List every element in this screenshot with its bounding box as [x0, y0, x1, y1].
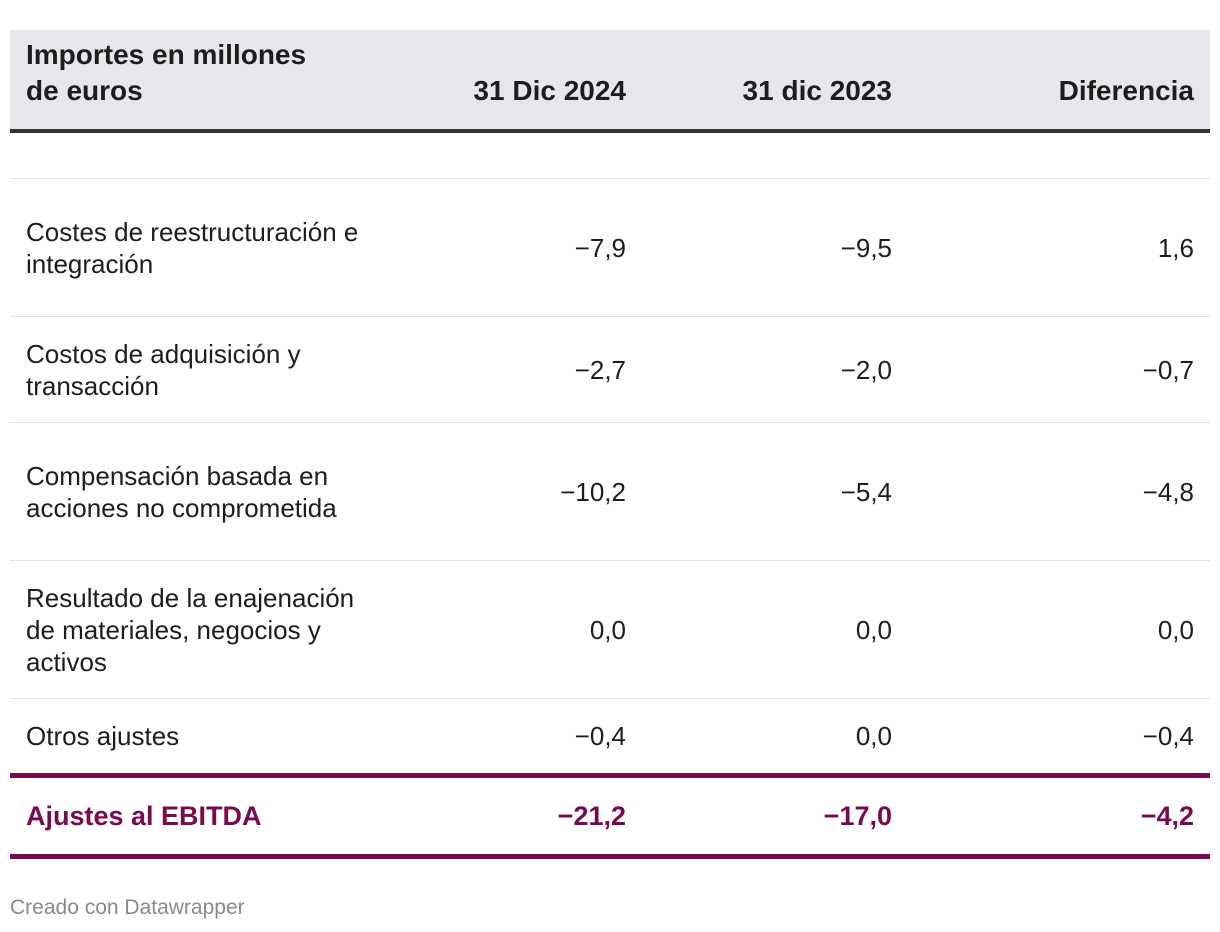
- header-col-concept-line2: de euros: [26, 75, 143, 106]
- row-value-2023: 0,0: [855, 721, 892, 751]
- total-top-rule: [10, 773, 1210, 778]
- row-label: Resultado de la enajenación de materiale…: [26, 582, 355, 677]
- table-row: Costes de reestructuración e integración…: [10, 179, 1210, 317]
- row-value-2023: −9,5: [840, 232, 892, 263]
- table-row: Otros ajustes −0,4 0,0 −0,4: [10, 699, 1210, 773]
- row-value-2024: −0,4: [574, 721, 626, 751]
- header-col-2023: 31 dic 2023: [742, 75, 892, 106]
- header-col-diff: Diferencia: [1058, 75, 1194, 106]
- total-value-diff: −4,2: [1140, 800, 1194, 831]
- row-value-diff: 1,6: [1157, 232, 1194, 263]
- row-value-2024: −7,9: [574, 232, 626, 263]
- row-value-diff: −0,4: [1142, 721, 1194, 751]
- total-value-2023: −17,0: [823, 800, 892, 831]
- total-value-2024: −21,2: [557, 800, 626, 831]
- row-value-diff: −0,7: [1142, 354, 1194, 385]
- header-col-concept: Importes en millones de euros: [10, 37, 374, 109]
- total-label: Ajustes al EBITDA: [26, 800, 262, 831]
- row-value-2023: 0,0: [855, 614, 892, 645]
- row-value-2024: −2,7: [574, 354, 626, 385]
- datawrapper-credit[interactable]: Creado con Datawrapper: [10, 896, 245, 919]
- table-row: Costos de adquisición y transacción −2,7…: [10, 317, 1210, 423]
- row-label: Costos de adquisición y transacción: [26, 338, 301, 401]
- header-spacer: [10, 133, 1210, 179]
- row-value-diff: 0,0: [1157, 614, 1194, 645]
- header-col-concept-line1: Importes en millones: [26, 39, 307, 70]
- data-table: Importes en millones de euros 31 Dic 202…: [10, 30, 1210, 859]
- row-value-2024: 0,0: [589, 614, 626, 645]
- table-row: Resultado de la enajenación de materiale…: [10, 561, 1210, 699]
- row-label: Costes de reestructuración e integración: [26, 216, 359, 279]
- total-bottom-rule: [10, 854, 1210, 859]
- table-row: Compensación basada en acciones no compr…: [10, 423, 1210, 561]
- row-value-2024: −10,2: [560, 476, 626, 507]
- header-col-2024: 31 Dic 2024: [473, 75, 626, 106]
- row-label: Otros ajustes: [26, 721, 180, 751]
- row-value-2023: −2,0: [840, 354, 892, 385]
- total-row: Ajustes al EBITDA −21,2 −17,0 −4,2: [10, 778, 1210, 854]
- row-label: Compensación basada en acciones no compr…: [26, 460, 337, 523]
- row-value-2023: −5,4: [840, 476, 892, 507]
- row-value-diff: −4,8: [1142, 476, 1194, 507]
- table-header: Importes en millones de euros 31 Dic 202…: [10, 30, 1210, 133]
